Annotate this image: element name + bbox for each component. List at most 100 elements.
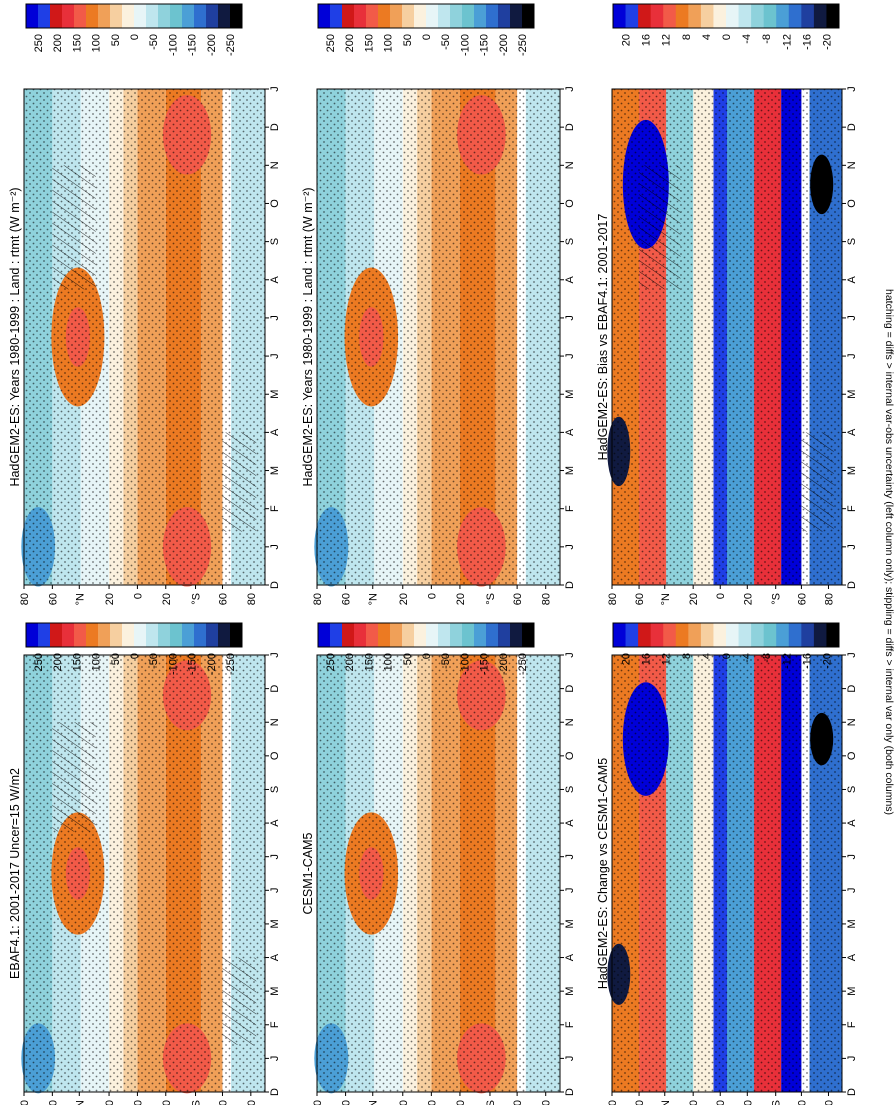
- lat-tick-label: °N: [660, 593, 672, 605]
- month-tick-label: N: [269, 718, 281, 726]
- colorbar-label: -150: [187, 34, 199, 56]
- colorbar-label: 8: [681, 653, 693, 659]
- colorbar-label: 250: [33, 653, 45, 671]
- lat-tick-label: °S: [485, 1100, 497, 1105]
- colorbar-swatch: [26, 4, 39, 28]
- colorbar-swatch: [625, 623, 639, 647]
- month-tick-label: D: [269, 1088, 281, 1096]
- colorbar-swatch: [688, 623, 702, 647]
- month-tick-label: M: [564, 919, 576, 928]
- colorbar-swatch: [638, 623, 652, 647]
- colorbar-swatch: [330, 623, 343, 647]
- month-tick-label: J: [846, 888, 858, 894]
- colorbar: 250 200 150 100 50 0 -50 -100 -150 -200 -250: [317, 622, 535, 675]
- colorbar-swatch: [206, 4, 219, 28]
- colorbar-label: 200: [344, 34, 356, 52]
- colorbar-label: 0: [721, 34, 733, 40]
- colorbar-swatch: [330, 4, 343, 28]
- month-tick-label: J: [846, 1056, 858, 1062]
- colorbar-swatch: [474, 623, 487, 647]
- month-tick-label: J: [269, 315, 281, 321]
- lat-tick-label: 0: [426, 593, 438, 599]
- colorbar-swatch: [86, 4, 99, 28]
- month-tick-label: J: [564, 888, 576, 894]
- month-tick-label: D: [846, 685, 858, 693]
- lat-tick-label: 80: [19, 1100, 31, 1105]
- panel-title: HadGEM2-ES: Years 1980-1999 : Land : rtm…: [301, 187, 315, 486]
- colorbar-swatch: [98, 623, 111, 647]
- panel-4: 8060°N20020°S6080DJFMAMJJASONDJCESM1-CAM…: [301, 622, 576, 1105]
- month-tick-label: J: [564, 86, 576, 92]
- colorbar-swatch: [498, 4, 511, 28]
- lat-tick-label: °S: [191, 593, 203, 605]
- colorbar-label: -50: [148, 34, 160, 50]
- month-tick-label: J: [846, 86, 858, 92]
- colorbar-label: 12: [661, 34, 673, 46]
- month-tick-label: A: [564, 428, 576, 436]
- colorbar-swatch: [788, 623, 802, 647]
- month-tick-label: O: [269, 199, 281, 208]
- month-tick-label: A: [269, 275, 281, 283]
- colorbar-swatch: [218, 623, 231, 647]
- colorbar-swatch: [522, 623, 535, 647]
- lat-tick-label: 60: [47, 1100, 59, 1105]
- month-tick-label: J: [564, 353, 576, 359]
- colorbar-swatch: [158, 4, 171, 28]
- month-tick-label: N: [846, 718, 858, 726]
- lat-tick-label: 80: [607, 593, 619, 605]
- month-tick-label: A: [269, 428, 281, 436]
- panel-frame: [316, 88, 561, 586]
- lat-tick-label: 60: [47, 593, 59, 605]
- lat-tick-label: 80: [19, 593, 31, 605]
- colorbar-label: 4: [701, 34, 713, 40]
- colorbar-swatch: [354, 4, 367, 28]
- panel-3: 8060°N20020°S6080DJFMAMJJASONDJEBAF4.1: …: [8, 622, 281, 1105]
- colorbar-swatch: [230, 623, 243, 647]
- month-tick-label: D: [269, 581, 281, 589]
- colorbar: 20 16 12 8 4 0 -4 -8 -12 -16 -20: [612, 3, 840, 50]
- colorbar-label: -250: [517, 34, 529, 56]
- lat-tick-label: 80: [607, 1100, 619, 1105]
- colorbar-swatch: [726, 4, 739, 28]
- colorbar-label: -20: [821, 34, 833, 50]
- lat-tick-label: 0: [426, 1100, 438, 1105]
- colorbar-label: 50: [110, 653, 122, 665]
- lat-tick-label: 80: [312, 1100, 324, 1105]
- colorbar-swatch: [663, 623, 677, 647]
- colorbar-label: -50: [148, 653, 160, 669]
- month-tick-label: J: [846, 652, 858, 658]
- lat-tick-label: 20: [455, 1100, 467, 1105]
- month-tick-label: S: [846, 786, 858, 793]
- colorbar-swatch: [486, 4, 499, 28]
- colorbar-label: -16: [801, 653, 813, 669]
- colorbar-label: -150: [187, 653, 199, 675]
- colorbar-swatch: [450, 623, 463, 647]
- panel-title: HadGEM2-ES: Change vs CESM1-CAM5: [596, 758, 610, 989]
- month-tick-label: S: [269, 238, 281, 245]
- colorbar-swatch: [26, 623, 39, 647]
- month-tick-label: J: [564, 652, 576, 658]
- colorbar-swatch: [414, 4, 427, 28]
- colorbar-swatch: [625, 4, 639, 28]
- colorbar-swatch: [713, 4, 727, 28]
- colorbar-swatch: [170, 623, 183, 647]
- lat-tick-label: 20: [161, 593, 173, 605]
- colorbar-swatch: [613, 623, 626, 647]
- month-tick-label: J: [846, 854, 858, 860]
- month-tick-label: F: [846, 505, 858, 512]
- panel-title: CESM1-CAM5: [301, 832, 315, 914]
- colorbar-label: 150: [363, 653, 375, 671]
- colorbar-swatch: [38, 623, 51, 647]
- colorbar-label: 16: [641, 653, 653, 665]
- month-tick-label: A: [269, 819, 281, 827]
- colorbar-swatch: [62, 623, 75, 647]
- colorbar: 20 16 12 8 4 0 -4 -8 -12 -16 -20: [612, 622, 840, 669]
- lat-tick-label: 20: [104, 593, 116, 605]
- month-tick-label: J: [564, 315, 576, 321]
- colorbar-label: 150: [71, 653, 83, 671]
- month-tick-label: A: [269, 953, 281, 961]
- colorbar-label: 50: [402, 34, 414, 46]
- month-tick-label: D: [564, 1088, 576, 1096]
- month-tick-label: D: [846, 1088, 858, 1096]
- colorbar-label: 50: [110, 34, 122, 46]
